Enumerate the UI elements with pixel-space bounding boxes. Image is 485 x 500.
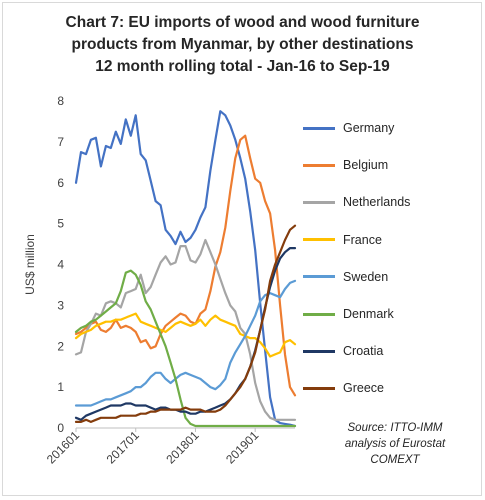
chart-title-line-2: products from Myanmar, by other destinat… (71, 36, 414, 53)
y-tick-label: 3 (57, 298, 64, 312)
legend-swatch (303, 126, 335, 130)
y-axis-title: US$ million (23, 234, 37, 295)
chart-frame (2, 2, 482, 496)
legend-label: Belgium (343, 158, 389, 173)
legend-item-croatia: Croatia (303, 341, 383, 361)
series-line-denmark (74, 269, 297, 428)
chart-title: Chart 7: EU imports of wood and wood fur… (0, 12, 485, 78)
y-tick-label: 0 (57, 421, 64, 435)
legend-label: Denmark (343, 307, 394, 321)
legend-swatch (303, 275, 335, 279)
legend-item-france: France (303, 230, 382, 250)
legend-label: France (343, 232, 382, 247)
series-line-netherlands (74, 238, 297, 421)
legend-label: Greece (343, 381, 384, 396)
legend-item-greece: Greece (303, 378, 384, 398)
y-tick-label: 2 (57, 339, 64, 353)
legend-swatch (303, 386, 335, 390)
source-line-3: COMEXT (370, 454, 420, 466)
legend-label: Germany (343, 121, 395, 135)
source-line-2: analysis of Eurostat (344, 438, 446, 450)
y-tick-label: 6 (57, 176, 64, 190)
source-note: Source: ITTO-IMM analysis of Eurostat CO… (315, 420, 475, 468)
series-line-germany (74, 110, 297, 428)
legend-item-denmark: Denmark (303, 304, 394, 324)
series-line-sweden (74, 279, 297, 407)
chart-title-line-1: Chart 7: EU imports of wood and wood fur… (65, 14, 420, 31)
series-line-croatia (74, 247, 297, 421)
y-tick-label: 4 (57, 258, 64, 272)
y-tick-label: 8 (57, 94, 64, 108)
y-tick-label: 1 (57, 380, 64, 394)
legend-item-netherlands: Netherlands (303, 192, 410, 212)
legend-item-sweden: Sweden (303, 267, 388, 287)
series-line-greece (74, 224, 297, 423)
legend-label: Netherlands (343, 195, 411, 210)
x-tick-label: 201801 (163, 428, 201, 466)
y-tick-label: 5 (57, 217, 64, 231)
source-line-1: Source: ITTO-IMM (347, 422, 443, 434)
legend-swatch (303, 349, 335, 353)
legend-swatch (303, 238, 335, 242)
legend-label: Croatia (343, 344, 384, 359)
legend-swatch (303, 163, 335, 167)
legend-item-belgium: Belgium (303, 155, 388, 175)
series-line-belgium (74, 134, 297, 397)
legend-label: Sweden (343, 269, 389, 284)
legend-item-germany: Germany (303, 118, 394, 138)
x-tick-label: 201901 (223, 428, 261, 466)
y-tick-label: 7 (57, 135, 64, 149)
legend-swatch (303, 200, 335, 204)
chart-title-line-3: 12 month rolling total - Jan-16 to Sep-1… (95, 58, 390, 75)
x-tick-label: 201701 (104, 428, 142, 466)
legend-swatch (303, 312, 335, 316)
